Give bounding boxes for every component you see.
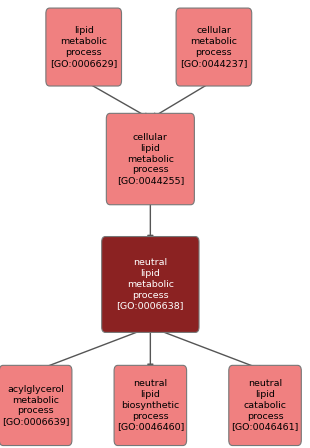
FancyBboxPatch shape xyxy=(106,113,194,205)
Text: neutral
lipid
biosynthetic
process
[GO:0046460]: neutral lipid biosynthetic process [GO:0… xyxy=(117,379,184,431)
Text: lipid
metabolic
process
[GO:0006629]: lipid metabolic process [GO:0006629] xyxy=(50,26,117,68)
Text: neutral
lipid
catabolic
process
[GO:0046461]: neutral lipid catabolic process [GO:0046… xyxy=(231,379,299,431)
FancyBboxPatch shape xyxy=(229,366,301,445)
Text: cellular
lipid
metabolic
process
[GO:0044255]: cellular lipid metabolic process [GO:004… xyxy=(117,133,184,185)
FancyBboxPatch shape xyxy=(176,8,252,86)
Text: acylglycerol
metabolic
process
[GO:0006639]: acylglycerol metabolic process [GO:00066… xyxy=(2,385,69,426)
FancyBboxPatch shape xyxy=(0,366,72,445)
FancyBboxPatch shape xyxy=(46,8,122,86)
Text: neutral
lipid
metabolic
process
[GO:0006638]: neutral lipid metabolic process [GO:0006… xyxy=(117,258,184,310)
FancyBboxPatch shape xyxy=(114,366,187,445)
Text: cellular
metabolic
process
[GO:0044237]: cellular metabolic process [GO:0044237] xyxy=(180,26,248,68)
FancyBboxPatch shape xyxy=(102,237,199,332)
